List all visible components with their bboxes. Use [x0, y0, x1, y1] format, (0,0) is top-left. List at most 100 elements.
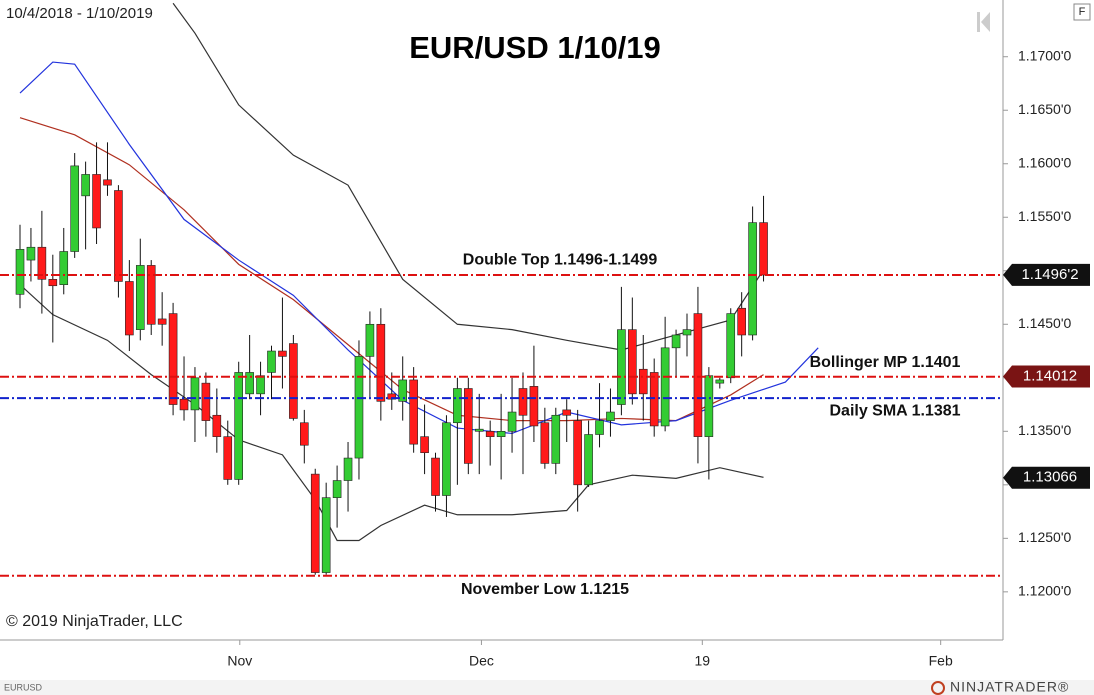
price-tag-label: 1.1496'2 [1021, 266, 1078, 283]
candle-body [431, 457, 440, 496]
candle-body [212, 414, 222, 437]
corner-label: F [1079, 6, 1086, 18]
candle-body [70, 165, 79, 252]
plot-area [15, 2, 819, 575]
y-tick-label: 1.1250'0 [1018, 529, 1071, 545]
candle-body [376, 323, 386, 402]
candle-body [518, 388, 528, 416]
candle-body [343, 457, 353, 481]
candle-body [300, 422, 309, 446]
candle-body [759, 222, 768, 276]
candle-body [628, 329, 637, 395]
candle-body [595, 420, 604, 435]
price-tag [1003, 365, 1090, 388]
candle-body [223, 436, 233, 480]
candle-body [15, 249, 25, 295]
candle-body [496, 431, 506, 437]
candle-body [737, 307, 746, 336]
symbol: EURUSD [4, 682, 43, 692]
candle-body [310, 473, 320, 573]
indicator-line [19, 284, 764, 542]
candle-body [485, 431, 495, 437]
date-range: 10/4/2018 - 1/10/2019 [6, 5, 153, 22]
level-label: Double Top 1.1496-1.1499 [463, 251, 658, 268]
price-tag [1003, 466, 1090, 489]
candle-body [125, 281, 134, 336]
level-label: Daily SMA 1.1381 [829, 402, 960, 419]
collapse-icon [977, 12, 990, 32]
candle-body [146, 265, 156, 325]
candle-body [114, 190, 123, 282]
brand: NINJATRADER® [950, 679, 1069, 695]
candle-body [190, 377, 200, 411]
level-label: November Low 1.1215 [461, 581, 629, 598]
candle-body [168, 313, 178, 405]
candle-body [660, 347, 670, 427]
candle-body [245, 372, 254, 395]
x-tick-label: Feb [929, 653, 953, 669]
candle-body [540, 422, 550, 464]
candle-body [573, 420, 582, 486]
candle-body [671, 334, 681, 349]
candle-body [365, 323, 375, 357]
candle-body [693, 313, 703, 437]
candle-body [726, 313, 736, 379]
source: © 2019 NinjaTrader, LLC [6, 613, 183, 630]
candle-body [48, 279, 58, 287]
y-tick-label: 1.1600'0 [1018, 154, 1071, 170]
candle-body [267, 350, 276, 373]
candle-body [321, 497, 331, 573]
y-tick-label: 1.1200'0 [1018, 583, 1071, 599]
candle-body [92, 174, 101, 229]
candle-body [157, 318, 167, 325]
candle-body [638, 368, 648, 395]
candle-body [256, 375, 265, 395]
candle-body [354, 356, 364, 459]
x-tick-label: Nov [227, 653, 252, 669]
candle-body [59, 251, 69, 285]
corner-box [1073, 3, 1091, 21]
candle-body [26, 246, 36, 261]
candle-body [617, 329, 626, 405]
candle-body [409, 379, 418, 445]
candle-body [442, 422, 451, 496]
y-tick-label: 1.1550'0 [1018, 208, 1071, 224]
candle-body [387, 393, 397, 400]
price-tag-label: 1.13066 [1023, 469, 1077, 486]
brand-logo [931, 681, 945, 695]
y-tick-label: 1.1450'0 [1018, 315, 1071, 331]
price-tag [1003, 263, 1090, 286]
level-label: Bollinger MP 1.1401 [810, 354, 961, 371]
candle-body [420, 436, 429, 454]
x-tick-label: 19 [695, 653, 711, 669]
candle-body [529, 386, 539, 427]
x-tick-label: Dec [469, 653, 494, 669]
candle-body [332, 480, 342, 498]
candle-body [704, 375, 714, 437]
candle-body [179, 398, 189, 411]
candle-body [562, 409, 572, 416]
candle-body [584, 434, 593, 486]
candle-body [289, 343, 298, 419]
candle-body [682, 329, 692, 336]
candle-body [135, 265, 145, 330]
y-tick-label: 1.1650'0 [1018, 101, 1071, 117]
candle-body [201, 382, 211, 421]
candle-body [464, 388, 473, 464]
candle-body [474, 428, 484, 432]
candle-body [398, 379, 408, 402]
y-tick-label: 1.1700'0 [1018, 47, 1071, 63]
candle-body [715, 379, 725, 384]
candle-body [507, 411, 517, 432]
y-tick-label: 1.1350'0 [1018, 422, 1071, 438]
candle-body [453, 388, 462, 424]
price-tag-label: 1.14012 [1023, 367, 1077, 384]
candle-body [649, 372, 659, 427]
candle-body [278, 350, 287, 357]
candle-body [606, 411, 615, 421]
candle-body [81, 174, 90, 197]
status-bar [0, 680, 1094, 695]
chart-title: EUR/USD 1/10/19 [409, 30, 661, 65]
